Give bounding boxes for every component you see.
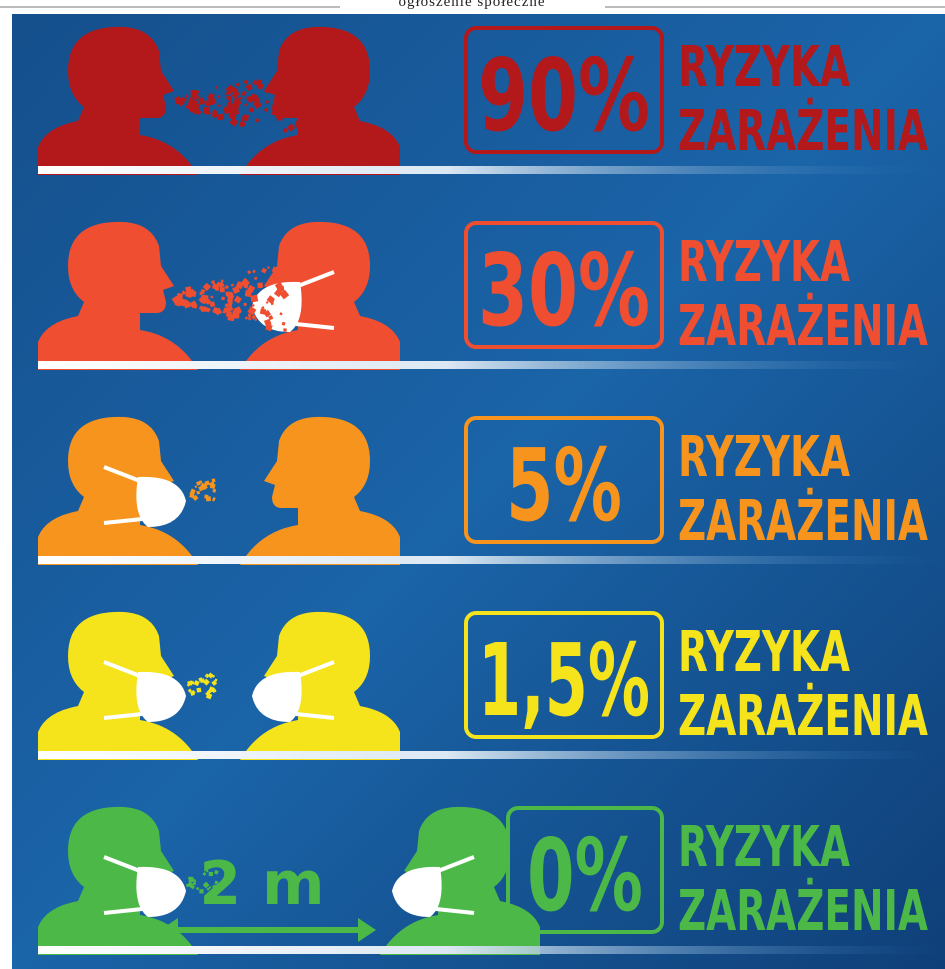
droplet [283, 128, 287, 132]
droplet [177, 293, 183, 299]
label-line1: RYZYKA [678, 425, 850, 490]
droplet [189, 877, 194, 882]
percent: 5% [506, 427, 622, 544]
droplet [226, 96, 231, 101]
label-line1: RYZYKA [678, 35, 850, 100]
label-line1: RYZYKA [678, 815, 850, 880]
droplet [260, 308, 266, 314]
droplet [197, 91, 199, 93]
droplet [190, 291, 196, 297]
droplet [239, 97, 242, 100]
droplet [211, 280, 215, 284]
droplet [231, 284, 234, 287]
droplet [277, 115, 282, 120]
droplet [249, 97, 254, 102]
droplet [201, 101, 205, 105]
distance: 2 m [199, 849, 324, 919]
divider [38, 751, 945, 759]
droplet [226, 311, 232, 317]
percent: 0% [527, 817, 643, 934]
percent: 90% [478, 37, 650, 154]
label-line2: ZARAŻENIA [678, 684, 928, 749]
droplet [188, 99, 194, 105]
label-line2: ZARAŻENIA [678, 99, 928, 164]
droplet [204, 495, 208, 499]
droplet [257, 282, 263, 288]
droplet [185, 106, 188, 109]
poster: ogłoszenie społeczne 90%RYZYKAZARAŻENIA3… [0, 0, 945, 969]
droplet [225, 291, 230, 296]
droplet [217, 114, 223, 120]
page: ogłoszenie społeczne 90%RYZYKAZARAŻENIA3… [0, 0, 945, 969]
droplet [196, 688, 201, 693]
droplet [191, 90, 197, 96]
droplet [218, 95, 221, 98]
label-line2: ZARAŻENIA [678, 879, 928, 944]
droplet [203, 301, 206, 304]
droplet [275, 79, 278, 82]
label-line1: RYZYKA [678, 620, 850, 685]
percent: 1,5% [478, 622, 650, 739]
label-line2: ZARAŻENIA [678, 294, 928, 359]
droplet [267, 266, 269, 268]
droplet [187, 681, 192, 686]
droplet [249, 107, 254, 112]
divider [38, 361, 945, 369]
droplet [277, 107, 282, 112]
divider [38, 166, 945, 174]
droplet [282, 266, 289, 273]
droplet [232, 113, 237, 118]
label-line1: RYZYKA [678, 230, 850, 295]
droplet [221, 280, 224, 283]
droplet [229, 107, 236, 114]
divider [38, 946, 945, 954]
divider [38, 556, 945, 564]
percent: 30% [478, 232, 650, 349]
droplet [193, 882, 196, 885]
droplet [283, 273, 286, 276]
header-text: ogłoszenie społeczne [398, 0, 545, 10]
label-line2: ZARAŻENIA [678, 489, 928, 554]
droplet [283, 328, 287, 332]
droplet [252, 304, 255, 307]
droplet [250, 295, 258, 303]
droplet [201, 295, 208, 302]
